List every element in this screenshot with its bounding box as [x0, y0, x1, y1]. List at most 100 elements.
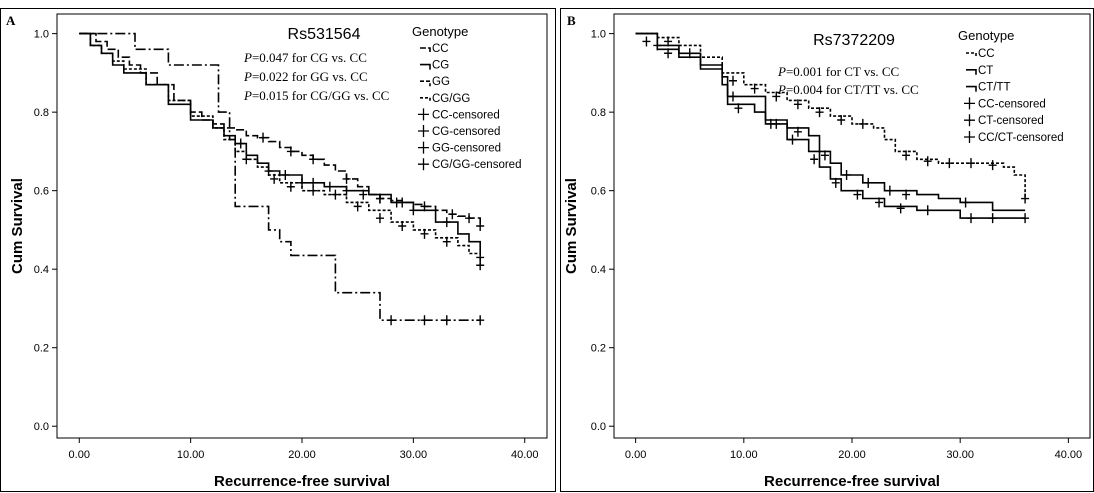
chart-panel-b: B 0.00 10.00 20.00 30.00 40.00 0.0 0.2 0.4 0.6 0.8…: [560, 8, 1094, 492]
y-tick-label: 0.4: [34, 264, 49, 276]
p-value-annotation: P=0.015 for CG/GG vs. CC: [243, 88, 389, 103]
legend: Genotype CC CG GG CG/GG CC-censored CG-censore…: [412, 24, 521, 171]
censored-mark: [967, 158, 975, 169]
censored-mark: [772, 91, 781, 102]
censored-mark: [281, 169, 290, 180]
legend-label: CC: [432, 43, 449, 55]
legend-censor-swatch: [964, 114, 975, 127]
censored-mark: [961, 197, 970, 208]
legend-entry: CC/CT-censored: [964, 131, 1064, 144]
censored-mark: [342, 185, 351, 196]
legend-label: CT/TT: [978, 82, 1011, 94]
censored-mark: [1021, 193, 1030, 204]
legend-entry: GG-censored: [418, 141, 501, 155]
legend-line-swatch: [420, 80, 431, 87]
legend-entry: CC: [966, 48, 995, 60]
censored-mark: [734, 103, 743, 114]
censored-mark: [837, 115, 846, 125]
legend-label: CC/CT-censored: [978, 132, 1064, 144]
censored-mark: [476, 221, 485, 231]
legend-label: CC-censored: [978, 98, 1046, 110]
censored-mark: [815, 107, 824, 118]
y-tick-label: 0.0: [34, 421, 49, 433]
censored-mark: [331, 189, 340, 200]
censored-mark: [420, 228, 429, 239]
censored-mark: [793, 126, 802, 137]
legend-censor-swatch: [418, 158, 429, 171]
censored-mark: [864, 177, 873, 188]
chart-title: Rs531564: [288, 26, 361, 43]
censored-mark: [967, 213, 975, 224]
censored-mark: [309, 185, 318, 196]
y-tick-label: 0.0: [591, 421, 606, 433]
legend-line-swatch: [420, 97, 431, 103]
panel-label: A: [6, 13, 16, 28]
legend-line-swatch: [966, 85, 977, 92]
series-ct-tt: [635, 32, 1030, 224]
censored-mark: [820, 150, 829, 161]
series-cg-gg: [79, 32, 485, 271]
censored-mark: [902, 150, 911, 161]
survival-line: [79, 32, 481, 321]
y-tick-label: 0.2: [34, 343, 49, 355]
legend-entry: CG-censored: [418, 125, 500, 138]
x-axis-label: Recurrence-free survival: [214, 473, 390, 490]
legend-title: Genotype: [412, 24, 468, 39]
legend-entry: GG: [420, 76, 450, 88]
censored-mark: [923, 156, 932, 167]
censored-mark: [387, 315, 396, 326]
x-tick-label: 30.00: [946, 449, 974, 461]
legend-censor-swatch: [964, 97, 975, 110]
censored-mark: [810, 154, 819, 165]
censored-mark: [896, 203, 905, 214]
survival-line: [79, 32, 481, 266]
y-tick-label: 1.0: [591, 29, 606, 41]
y-axis-label: Cum Survival: [9, 178, 26, 274]
censored-mark: [766, 118, 775, 129]
censored-mark: [902, 189, 911, 200]
legend-line-swatch: [966, 52, 977, 58]
censored-mark: [420, 315, 429, 326]
censored-mark: [242, 154, 251, 165]
censored-mark: [442, 315, 451, 326]
legend-entry: CC-censored: [418, 108, 500, 121]
censored-mark: [476, 315, 485, 326]
censored-mark: [923, 205, 932, 216]
panel-frame: [560, 8, 1094, 492]
censored-mark: [448, 209, 457, 220]
legend-label: CG/GG: [432, 93, 470, 105]
censored-mark: [375, 213, 384, 224]
survival-line: [635, 32, 1026, 219]
censored-mark: [259, 132, 268, 143]
censored-mark: [750, 83, 759, 94]
censored-mark: [988, 213, 997, 224]
legend-label: CT: [978, 65, 993, 77]
series-ct: [635, 32, 1026, 212]
legend-censor-swatch: [418, 108, 429, 121]
y-tick-label: 0.6: [34, 186, 49, 198]
x-tick-label: 30.00: [400, 449, 428, 461]
censored-mark: [1021, 213, 1030, 224]
censored-mark: [398, 221, 407, 231]
legend-label: CC: [978, 48, 995, 60]
legend-label: GG: [432, 76, 450, 88]
censored-mark: [853, 189, 862, 200]
legend-censor-swatch: [964, 131, 975, 143]
censored-mark: [945, 158, 954, 169]
legend-entry: CC-censored: [964, 97, 1046, 110]
censored-mark: [409, 205, 418, 216]
y-tick-label: 1.0: [34, 29, 49, 41]
censored-mark: [831, 177, 840, 188]
legend-entry: CG/GG-censored: [418, 158, 521, 171]
legend-line-swatch: [420, 47, 431, 53]
legend: Genotype CC CT CT/TT CC-censored CT-censored C…: [958, 28, 1064, 144]
y-tick-label: 0.8: [591, 107, 606, 119]
y-tick-label: 0.8: [34, 107, 49, 119]
y-tick-label: 0.6: [591, 186, 606, 198]
censored-mark: [442, 217, 451, 228]
censored-mark: [309, 154, 318, 165]
censored-mark: [788, 134, 797, 145]
survival-line: [635, 32, 1026, 199]
censored-mark: [476, 260, 485, 271]
